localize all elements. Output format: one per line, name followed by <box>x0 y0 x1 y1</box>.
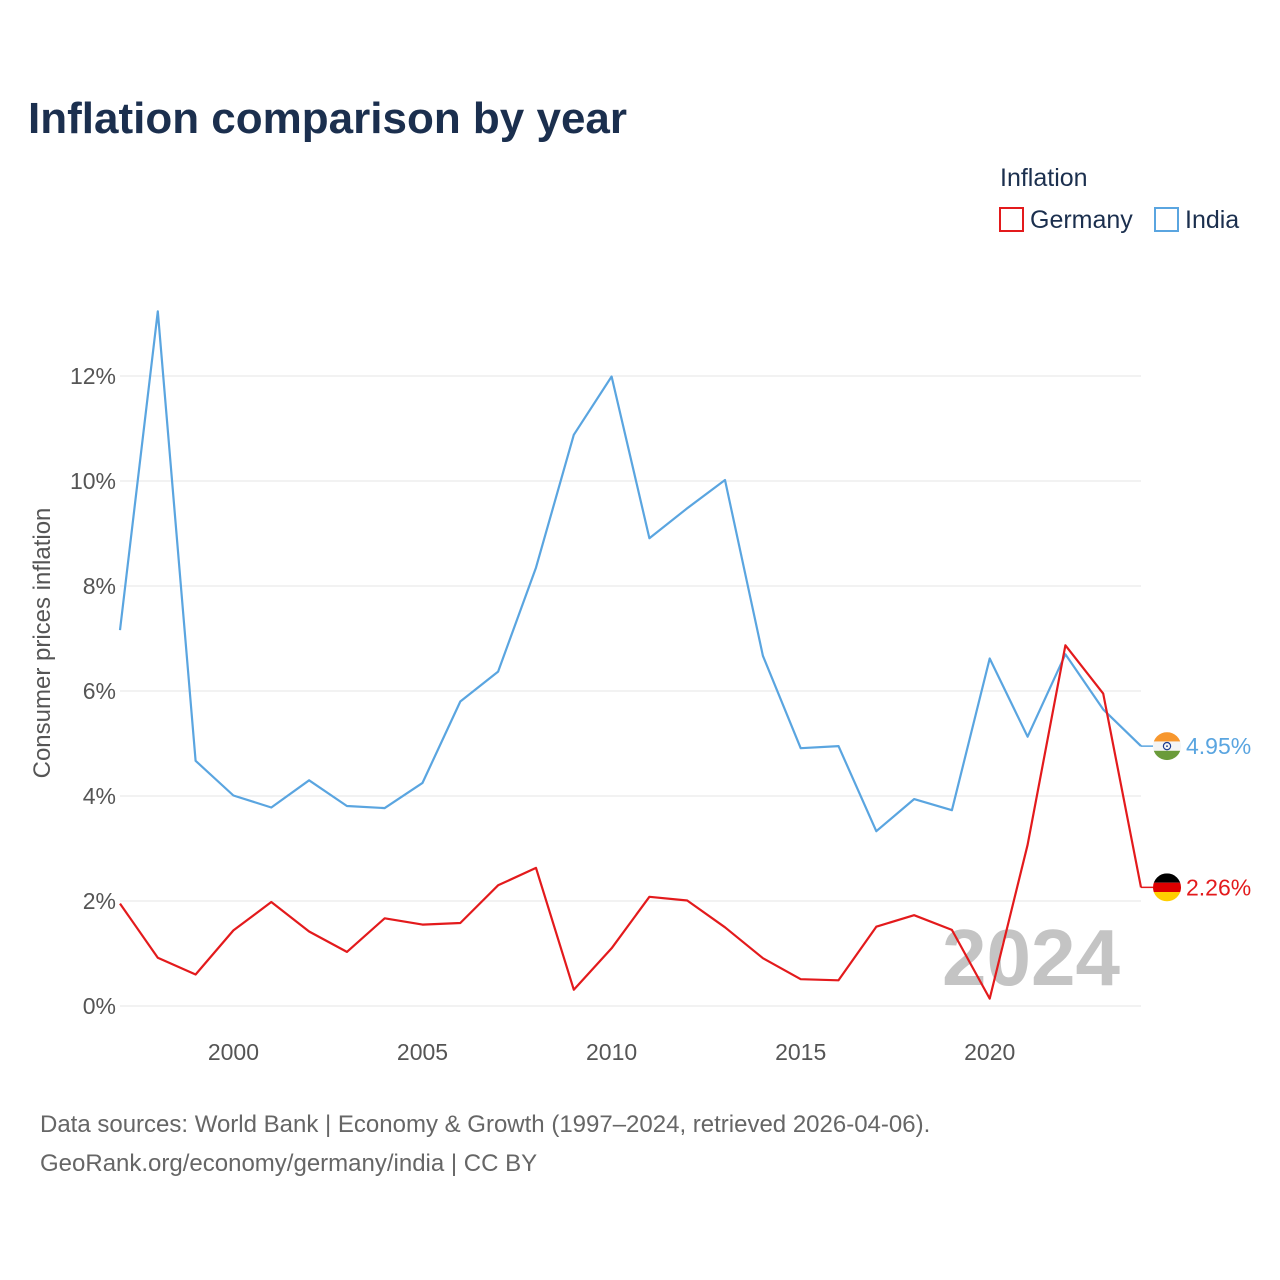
end-label-value: 2.26% <box>1186 874 1251 900</box>
y-tick-label: 12% <box>70 363 116 389</box>
y-tick-label: 2% <box>83 888 116 914</box>
series-line-germany[interactable] <box>119 644 1143 1000</box>
grid <box>120 375 1141 1007</box>
chart-title: Inflation comparison by year <box>28 94 627 143</box>
series-lines <box>118 310 1143 1000</box>
x-axis-ticks: 2000 2005 2010 2015 2020 <box>208 1039 1015 1065</box>
x-tick-label: 2000 <box>208 1039 259 1065</box>
x-tick-label: 2020 <box>964 1039 1015 1065</box>
legend-title: Inflation <box>1000 164 1088 192</box>
y-tick-label: 0% <box>83 993 116 1019</box>
end-label-india: 4.95% <box>1141 732 1251 761</box>
year-watermark: 2024 <box>942 913 1120 1002</box>
x-tick-label: 2005 <box>397 1039 448 1065</box>
legend-item-germany[interactable]: Germany <box>999 206 1133 234</box>
y-axis-title: Consumer prices inflation <box>29 508 56 779</box>
end-label-value: 4.95% <box>1186 733 1251 759</box>
series-line-india[interactable] <box>118 310 1142 833</box>
y-tick-label: 4% <box>83 783 116 809</box>
legend-swatch-germany <box>999 207 1024 232</box>
legend-swatch-india <box>1154 207 1179 232</box>
end-labels: 2.26% 4.95% <box>1141 732 1251 902</box>
legend-item-india[interactable]: India <box>1154 206 1239 234</box>
source-line-2[interactable]: GeoRank.org/economy/germany/india | CC B… <box>40 1150 537 1177</box>
x-tick-label: 2015 <box>775 1039 826 1065</box>
legend-label-india: India <box>1185 206 1239 234</box>
source-note: Data sources: World Bank | Economy & Gro… <box>40 1111 930 1177</box>
end-label-germany: 2.26% <box>1141 873 1251 902</box>
x-tick-label: 2010 <box>586 1039 637 1065</box>
y-tick-label: 10% <box>70 468 116 494</box>
source-line-1: Data sources: World Bank | Economy & Gro… <box>40 1111 930 1138</box>
y-tick-label: 8% <box>83 573 116 599</box>
germany-flag <box>1153 873 1181 902</box>
y-axis-ticks: 0% 2% 4% 6% 8% 10% 12% <box>70 363 116 1019</box>
y-tick-label: 6% <box>83 678 116 704</box>
legend-label-germany: Germany <box>1030 206 1133 234</box>
india-flag <box>1153 732 1181 761</box>
legend: Inflation Germany India <box>999 164 1239 234</box>
